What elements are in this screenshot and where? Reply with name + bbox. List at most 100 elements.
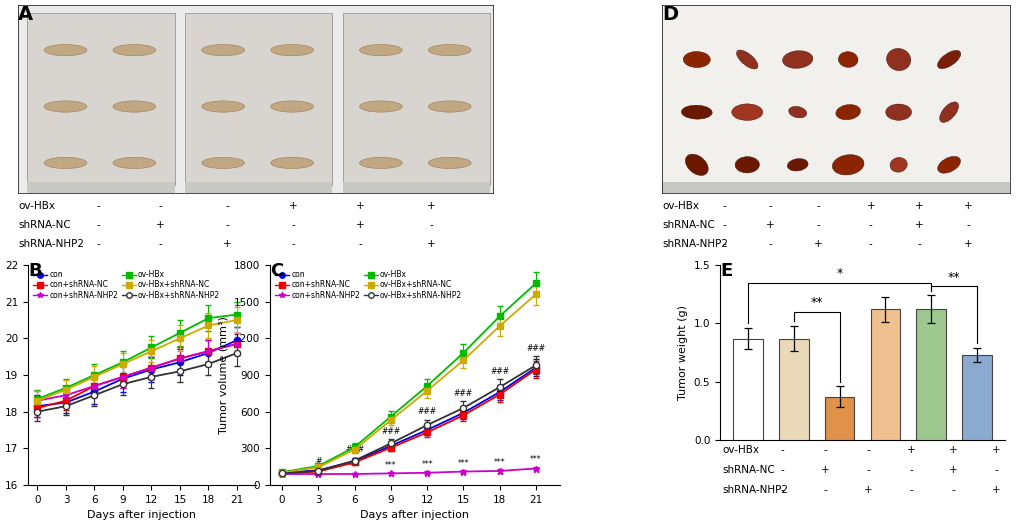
Text: ###: ### (344, 445, 364, 454)
Text: +: + (156, 220, 165, 230)
Bar (915, 309, 946, 440)
Text: -: - (767, 239, 771, 250)
Legend: con, con+shRNA-NC, con+shRNA-NHP2, ov-HBx, ov-HBx+shRNA-NC, ov-HBx+shRNA-NHP2: con, con+shRNA-NC, con+shRNA-NHP2, ov-HB… (32, 269, 221, 301)
Ellipse shape (428, 101, 471, 112)
Ellipse shape (270, 44, 313, 56)
Text: +: + (356, 201, 364, 210)
FancyBboxPatch shape (342, 13, 490, 185)
Text: -: - (822, 445, 826, 455)
Ellipse shape (835, 105, 860, 120)
Text: +: + (963, 239, 971, 250)
FancyBboxPatch shape (185, 182, 332, 193)
Text: **: ** (947, 271, 960, 283)
Text: *: * (836, 267, 842, 280)
Text: -: - (291, 220, 296, 230)
Ellipse shape (202, 101, 245, 112)
Text: -: - (965, 220, 969, 230)
Text: +: + (949, 445, 957, 455)
Text: shRNA-NHP2: shRNA-NHP2 (722, 485, 788, 495)
Text: -: - (97, 239, 101, 250)
FancyBboxPatch shape (185, 13, 332, 185)
Text: +: + (427, 239, 435, 250)
Ellipse shape (44, 44, 87, 56)
Ellipse shape (681, 105, 711, 119)
FancyBboxPatch shape (28, 182, 174, 193)
Text: -: - (868, 220, 872, 230)
Ellipse shape (787, 158, 807, 171)
Text: -: - (722, 239, 726, 250)
Text: -: - (781, 465, 784, 475)
Text: shRNA-NC: shRNA-NC (722, 465, 774, 475)
Ellipse shape (270, 101, 313, 112)
Text: ov-HBx: ov-HBx (722, 445, 759, 455)
Ellipse shape (886, 48, 910, 71)
Text: B: B (28, 262, 42, 280)
Text: ***: *** (348, 462, 360, 470)
Text: +: + (906, 445, 914, 455)
Text: D: D (661, 5, 678, 24)
Text: -: - (865, 445, 869, 455)
Text: -: - (225, 220, 228, 230)
Text: -: - (816, 220, 819, 230)
Ellipse shape (113, 157, 156, 169)
Ellipse shape (44, 101, 87, 112)
Ellipse shape (736, 50, 757, 69)
Text: -: - (781, 485, 784, 495)
Text: -: - (951, 485, 955, 495)
Ellipse shape (936, 51, 960, 69)
Text: -: - (97, 201, 101, 210)
Text: +: + (820, 465, 828, 475)
Bar (961, 355, 991, 440)
Text: **: ** (810, 296, 822, 309)
Text: -: - (822, 485, 826, 495)
Text: ***: *** (384, 461, 396, 470)
Ellipse shape (685, 154, 707, 176)
Ellipse shape (270, 157, 313, 169)
FancyBboxPatch shape (28, 13, 174, 185)
Text: -: - (781, 445, 784, 455)
Text: ov-HBx: ov-HBx (661, 201, 698, 210)
Ellipse shape (735, 157, 759, 173)
Text: +: + (427, 201, 435, 210)
Text: ###: ### (453, 389, 473, 398)
Legend: con, con+shRNA-NC, con+shRNA-NHP2, ov-HBx, ov-HBx+shRNA-NC, ov-HBx+shRNA-NHP2: con, con+shRNA-NC, con+shRNA-NHP2, ov-HB… (273, 269, 464, 301)
Ellipse shape (428, 44, 471, 56)
Text: -: - (97, 220, 101, 230)
Text: ***: *** (530, 455, 541, 464)
Text: +: + (963, 201, 971, 210)
Ellipse shape (788, 106, 806, 118)
Ellipse shape (202, 157, 245, 169)
Ellipse shape (731, 104, 762, 120)
Ellipse shape (428, 157, 471, 169)
Text: ***: *** (458, 459, 469, 468)
Text: ***: *** (493, 458, 504, 467)
Text: -: - (816, 201, 819, 210)
Ellipse shape (202, 44, 245, 56)
Ellipse shape (44, 157, 87, 169)
FancyBboxPatch shape (661, 182, 1009, 193)
Text: ###: ### (489, 367, 508, 376)
X-axis label: Days after injection: Days after injection (88, 510, 197, 520)
Text: +: + (765, 220, 773, 230)
Text: +: + (356, 220, 364, 230)
Text: shRNA-NC: shRNA-NC (18, 220, 70, 230)
Text: +: + (949, 465, 957, 475)
Text: -: - (722, 220, 726, 230)
Text: +: + (914, 220, 923, 230)
Text: +: + (813, 239, 822, 250)
Text: -: - (225, 201, 228, 210)
Text: +: + (865, 201, 874, 210)
Ellipse shape (359, 44, 401, 56)
Ellipse shape (838, 52, 857, 67)
Text: ###: ### (381, 427, 400, 436)
Text: E: E (719, 262, 732, 280)
Text: -: - (994, 465, 998, 475)
Text: -: - (868, 239, 872, 250)
Text: shRNA-NC: shRNA-NC (661, 220, 714, 230)
Text: -: - (917, 239, 920, 250)
Text: ###: ### (526, 344, 545, 353)
Text: -: - (865, 465, 869, 475)
FancyBboxPatch shape (342, 182, 490, 193)
X-axis label: Days after injection: Days after injection (360, 510, 469, 520)
Ellipse shape (359, 101, 401, 112)
